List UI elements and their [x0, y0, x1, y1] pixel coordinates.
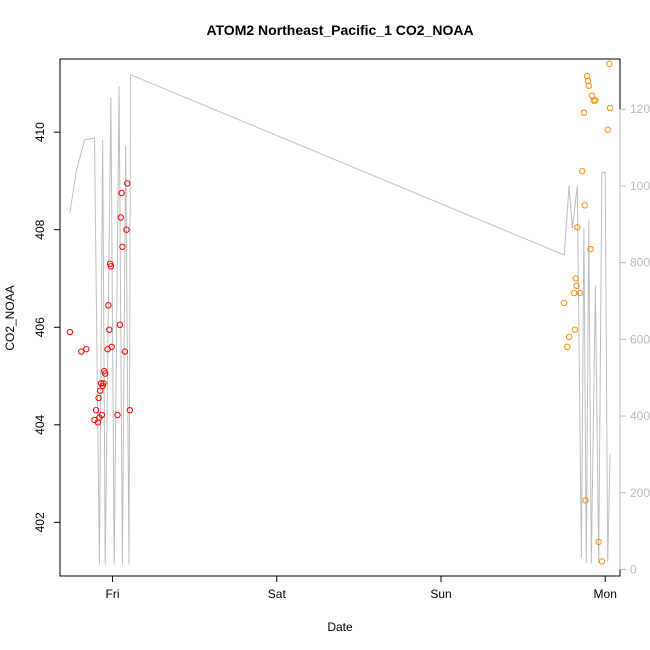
y-tick-label-right: 10000 — [630, 179, 650, 193]
x-axis: Fri Sat Sun Mon — [106, 576, 617, 601]
data-point-series-2 — [570, 289, 578, 297]
data-point-series-2 — [574, 224, 581, 231]
data-point-series-1 — [100, 380, 107, 387]
data-point-series-1 — [102, 370, 109, 377]
data-point-series-2 — [572, 275, 579, 282]
data-point-series-2 — [587, 246, 594, 253]
data-point-series-2 — [604, 126, 611, 133]
data-point-series-2 — [595, 538, 602, 546]
y-tick-label-left: 410 — [33, 122, 47, 142]
y-axis-label: CO2_NOAA — [3, 285, 17, 350]
y-tick-label-right: 4000 — [630, 409, 650, 423]
data-point-series-2 — [582, 497, 589, 504]
x-tick-label: Sun — [430, 587, 451, 601]
data-points — [66, 60, 614, 565]
y-tick-label-right: 12000 — [630, 102, 650, 116]
data-point-series-1 — [97, 387, 104, 394]
data-point-series-1 — [92, 407, 100, 414]
data-point-series-1 — [106, 326, 113, 333]
y-tick-label-left: 408 — [33, 219, 47, 239]
y-tick-label-left: 404 — [33, 414, 47, 434]
y-tick-label-right: 6000 — [630, 332, 650, 346]
data-point-series-2 — [592, 97, 599, 104]
data-point-series-1 — [117, 214, 125, 221]
x-tick-label: Mon — [594, 587, 617, 601]
y-tick-label-right: 8000 — [630, 256, 650, 270]
chart-title: ATOM2 Northeast_Pacific_1 CO2_NOAA — [206, 22, 473, 38]
y-tick-label-left: 402 — [33, 512, 47, 532]
data-point-series-1 — [105, 302, 112, 309]
data-point-series-1 — [114, 411, 121, 419]
data-point-series-2 — [571, 326, 578, 333]
data-point-series-2 — [584, 72, 591, 80]
x-tick-label: Fri — [106, 587, 120, 601]
data-point-series-2 — [581, 202, 588, 209]
plot-frame — [59, 58, 621, 577]
data-point-series-2 — [579, 168, 586, 175]
data-point-series-2 — [585, 82, 592, 90]
data-point-series-1 — [95, 394, 102, 402]
data-point-series-1 — [108, 343, 115, 350]
y-tick-label-right: 2000 — [630, 486, 650, 500]
secondary-series-line — [69, 73, 611, 565]
y-axis-left: 402 404 406 408 410 — [33, 122, 60, 532]
data-point-series-1 — [124, 180, 131, 187]
y-axis-right: 0 2000 4000 6000 8000 10000 12000 — [619, 102, 650, 576]
data-point-series-2 — [576, 289, 583, 297]
data-point-series-1 — [123, 226, 130, 233]
data-point-series-1 — [121, 348, 129, 355]
data-point-series-1 — [118, 189, 125, 197]
data-point-series-2 — [561, 299, 568, 307]
secondary-line — [69, 73, 611, 565]
data-point-series-2 — [564, 343, 571, 350]
data-point-series-2 — [598, 558, 606, 565]
data-point-series-1 — [98, 411, 106, 419]
data-point-series-2 — [606, 60, 613, 68]
data-point-series-2 — [580, 109, 588, 116]
x-tick-label: Sat — [268, 587, 287, 601]
data-point-series-1 — [107, 263, 115, 270]
x-axis-label: Date — [327, 620, 353, 634]
y-tick-label-left: 406 — [33, 317, 47, 337]
data-point-series-1 — [116, 321, 124, 328]
y-tick-label-right: 0 — [630, 562, 637, 576]
data-point-series-1 — [83, 346, 90, 353]
data-point-series-1 — [119, 243, 126, 251]
data-point-series-1 — [66, 328, 74, 336]
data-point-series-2 — [565, 333, 573, 341]
data-point-series-1 — [126, 407, 134, 414]
data-point-series-2 — [573, 282, 580, 289]
data-point-series-2 — [606, 104, 614, 112]
data-point-series-1 — [78, 348, 85, 355]
